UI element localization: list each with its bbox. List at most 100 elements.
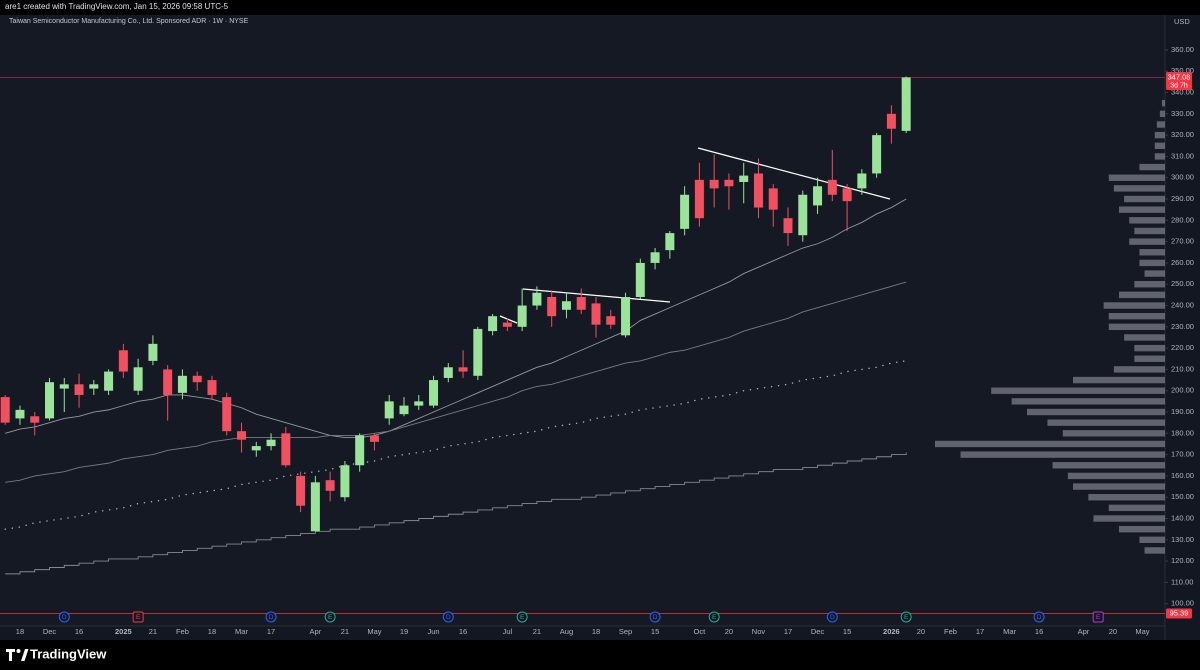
volume-profile-row [1108,323,1165,331]
y-tick-label: 130.00 [1171,535,1194,544]
footer-brand: TradingView [30,646,107,661]
x-tick-label: 2025 [115,627,132,636]
volume-profile-row [1124,195,1165,203]
x-tick-label: 21 [149,627,157,636]
candle-body [458,367,468,372]
candle-body [340,465,350,498]
volume-profile-row [1113,185,1165,192]
candle-body [547,296,557,317]
candle-body [650,252,660,263]
event-label: D [446,614,451,621]
event-label: E [1096,614,1101,621]
volume-profile-row [1161,99,1165,107]
event-label: D [653,614,658,621]
x-tick-label: 20 [1109,627,1117,636]
volume-profile-row [1154,142,1165,149]
x-tick-label: Feb [176,627,189,636]
volume-profile-row [1154,153,1165,160]
event-label: E [520,614,525,621]
volume-profile-row [960,451,1165,458]
candle-body [163,369,173,395]
volume-profile-row [1103,302,1165,309]
header: are1 created with TradingView.com, Jan 1… [5,2,229,11]
event-marker [649,611,661,623]
volume-profile-row [1119,291,1165,299]
volume-profile-row [1134,227,1165,235]
volume-profile-row [1073,483,1165,490]
candle-body [857,173,867,189]
x-tick-label: May [367,627,381,636]
volume-profile-row [1144,270,1165,277]
event-label: D [830,614,835,621]
volume-profile-row [991,387,1165,394]
volume-profile-row [1119,206,1165,213]
candle-body [443,367,453,378]
marker-price-badge [1166,608,1192,619]
y-tick-label: 230.00 [1171,322,1194,331]
event-marker [265,611,277,623]
x-tick-label: 16 [459,627,467,636]
candle-body [798,194,808,236]
event-marker [1092,611,1104,623]
y-tick-label: 270.00 [1171,237,1194,246]
candle-body [872,135,882,174]
x-tick-label: Dec [811,627,825,636]
candle-body [842,188,852,202]
volume-profile-row [1108,174,1165,181]
y-tick-label: 140.00 [1171,513,1194,522]
candle-body [369,435,379,442]
volume-profile-row [935,440,1165,448]
last-price-label: 347.08 [1168,72,1191,81]
volume-profile-row [1011,398,1165,405]
candle-body [561,301,571,310]
candle-body [251,446,261,451]
candle-body [724,179,734,187]
candle-body [355,435,365,466]
volume-profile-row [1062,430,1165,437]
volume-profile-row [1088,494,1165,501]
volume-profile-row [1124,334,1165,341]
x-tick-label: 20 [725,627,733,636]
volume-profile-row [1073,376,1165,384]
x-tick-label: Feb [944,627,957,636]
marker-price-label: 95.39 [1170,609,1189,618]
event-marker [826,611,838,623]
candle-body [192,375,202,383]
trend-line [522,288,671,303]
candle-body [753,173,763,208]
x-tick-label: Jun [427,627,439,636]
y-tick-label: 120.00 [1171,556,1194,565]
y-tick-label: 320.00 [1171,130,1194,139]
candle-body [576,296,586,310]
currency: USD [1174,17,1190,26]
x-tick-label: Nov [752,627,766,636]
event-label: D [62,614,67,621]
countdown-label: 3d 7h [1170,82,1188,89]
candle-body [709,179,719,189]
event-label: E [328,614,333,621]
volume-profile-row [1139,259,1165,267]
indicator-line [5,198,907,439]
event-label: E [136,614,141,621]
volume-profile-row [1108,312,1165,320]
x-tick-label: 17 [267,627,275,636]
candle-body [325,480,335,491]
candle-body [148,343,158,361]
candle-body [591,303,601,325]
event-marker [58,611,70,623]
event-label: D [1037,614,1042,621]
candle-body [45,382,55,419]
y-tick-label: 200.00 [1171,386,1194,395]
volume-profile-row [1119,525,1165,533]
candle-body [606,316,616,325]
event-marker [132,611,144,623]
volume-profile-row [1108,504,1165,512]
candle-body [30,416,40,423]
volume-profile-row [1134,355,1165,362]
y-tick-label: 290.00 [1171,194,1194,203]
indicator-line [5,281,907,483]
y-tick-label: 310.00 [1171,151,1194,160]
volume-profile-row [1139,536,1165,543]
x-tick-label: 16 [1035,627,1043,636]
candle-body [635,262,645,297]
